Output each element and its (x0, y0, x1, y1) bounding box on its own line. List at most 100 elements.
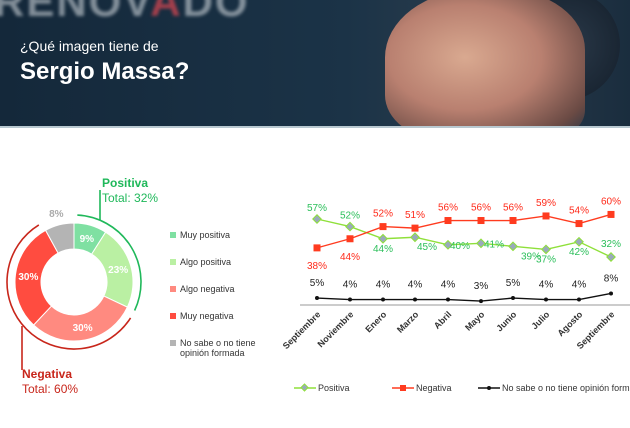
legend-label: No sabe o no tiene opinión formada (502, 383, 630, 393)
data-label: 4% (408, 280, 423, 291)
data-label: 45% (417, 242, 437, 253)
x-tick-label: Abril (432, 309, 454, 331)
data-point (544, 297, 548, 302)
legend-marker (300, 383, 309, 392)
legend-label: Negativa (416, 383, 452, 393)
x-tick-label: Agosto (555, 309, 584, 338)
bg-word-part: A (150, 0, 183, 25)
donut-segment-label: 8% (49, 209, 64, 220)
divider (0, 126, 630, 128)
data-point (446, 297, 450, 302)
x-tick-label: Noviembre (315, 309, 355, 349)
header-banner: RENOVADO ¿Qué imagen tiene de Sergio Mas… (0, 0, 630, 127)
data-label: 4% (539, 280, 554, 291)
background-word: RENOVADO (0, 0, 250, 26)
positive-bracket-arc (77, 214, 142, 311)
data-label: 42% (569, 247, 589, 258)
data-label: 39% (521, 251, 541, 262)
line-chart: 57% 52% 44% 45% 40% 41% 39%37% 42% 32% 38% 44% 52% 5… (281, 196, 630, 393)
bg-word-part: RENOV (0, 0, 151, 25)
data-label: 5% (506, 278, 521, 289)
data-point (511, 296, 515, 301)
legend-swatch (170, 313, 176, 319)
question-subtitle: ¿Qué imagen tiene de (20, 38, 159, 54)
donut-segment (32, 295, 129, 342)
data-label: 4% (343, 280, 358, 291)
legend-label: Muy negativa (180, 311, 234, 321)
data-point (346, 235, 354, 243)
donut-segment (14, 229, 59, 326)
legend-label: Positiva (318, 383, 350, 393)
legend-swatch (170, 259, 176, 265)
data-point (444, 217, 452, 225)
data-label: 3% (474, 281, 489, 292)
x-tick-label: Mayo (463, 309, 487, 333)
data-point (379, 223, 387, 231)
donut-segment-label: 23% (108, 265, 128, 276)
portrait-photo (385, 0, 585, 127)
data-point (541, 244, 551, 255)
data-point (315, 296, 319, 301)
data-label: 56% (503, 203, 523, 214)
data-label: 41% (484, 239, 504, 250)
data-point (378, 233, 388, 244)
data-point (574, 236, 584, 247)
legend-label: Muy positiva (180, 230, 231, 240)
data-point (312, 214, 322, 224)
donut-segment-label: 30% (18, 272, 38, 283)
positive-total: Total: 32% (102, 191, 159, 205)
negative-total: Total: 60% (22, 382, 79, 396)
legend-label: No sabe o no tiene opinión formada (180, 338, 256, 358)
data-label: 44% (373, 244, 393, 255)
data-label: 57% (307, 203, 327, 214)
x-tick-label: Enero (363, 309, 388, 334)
data-point (410, 232, 420, 243)
series-line (316, 292, 612, 302)
legend-swatch (170, 232, 176, 238)
data-point (477, 217, 485, 225)
data-label: 32% (601, 239, 621, 250)
legend-swatch (170, 340, 176, 346)
data-point (479, 299, 483, 304)
negative-title: Negativa (22, 367, 73, 381)
data-point (313, 244, 321, 252)
data-point (381, 297, 385, 302)
data-point (577, 297, 581, 302)
question-title: Sergio Massa? (20, 58, 190, 85)
data-point (443, 239, 453, 250)
legend-swatch (170, 286, 176, 292)
x-tick-label: Septiembre (281, 309, 323, 351)
legend-label: Algo positiva (180, 257, 232, 267)
legend-label: Algo negativa (180, 284, 235, 294)
x-tick-label: Julio (529, 309, 551, 331)
data-point (509, 217, 517, 225)
bg-word-part: DO (182, 0, 250, 25)
legend-marker (487, 386, 491, 390)
donut-segment-label: 30% (73, 323, 93, 334)
data-label: 54% (569, 206, 589, 217)
data-label: 56% (471, 203, 491, 214)
data-label: 38% (307, 261, 327, 272)
legend-item: No sabe o no tiene opinión formada (170, 338, 265, 358)
data-label: 8% (604, 273, 619, 284)
legend-item: Algo negativa (170, 284, 265, 294)
positive-title: Positiva (102, 176, 149, 190)
data-label: 40% (450, 241, 470, 252)
data-label: 4% (572, 280, 587, 291)
data-label: 52% (373, 209, 393, 220)
donut-chart: 9% 23% 30% 30% 8% (6, 190, 142, 370)
data-point (348, 297, 352, 302)
data-point (575, 220, 583, 228)
data-label: 60% (601, 196, 621, 207)
data-point (542, 212, 550, 220)
data-label: 59% (536, 198, 556, 209)
data-point (609, 291, 613, 296)
data-label: 44% (340, 252, 360, 263)
legend-marker (400, 385, 406, 391)
data-label: 51% (405, 210, 425, 221)
data-label: 5% (310, 278, 325, 289)
legend-item: Muy negativa (170, 311, 265, 321)
legend-item: Algo positiva (170, 257, 265, 267)
x-tick-label: Marzo (395, 309, 421, 335)
data-label: 4% (376, 280, 391, 291)
